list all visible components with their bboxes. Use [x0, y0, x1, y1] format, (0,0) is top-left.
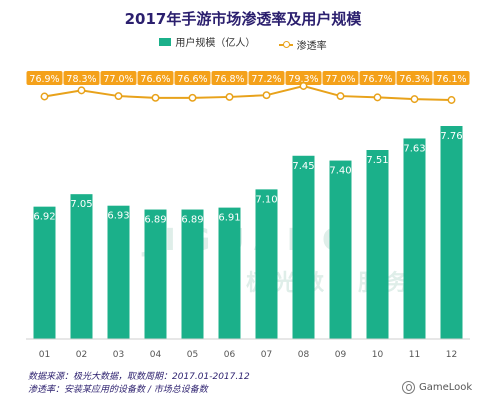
- bar-06: [218, 207, 241, 339]
- line-label-08: 79.3%: [288, 74, 318, 85]
- chart-title: 2017年手游市场渗透率及用户规模: [124, 10, 362, 28]
- watermark-text: JIGUANG: [141, 223, 356, 258]
- x-tick-07: 07: [261, 350, 272, 360]
- footnote-definition-line: 渗透率：安装某应用的设备数 / 市场总设备数: [28, 385, 208, 395]
- x-tick-10: 10: [372, 350, 384, 360]
- footnote: 数据来源：极光大数据，取数周期：2017.01-2017.12 渗透率：安装某应…: [28, 371, 250, 397]
- bar-label-02: 7.05: [70, 199, 92, 210]
- bar-label-10: 7.51: [366, 155, 388, 166]
- line-label-11: 76.3%: [399, 74, 429, 85]
- penetration-line: [44, 84, 452, 101]
- bar-12: [440, 126, 463, 339]
- bar-03: [107, 205, 130, 339]
- bar-label-12: 7.76: [440, 131, 462, 142]
- legend: 用户规模（亿人） 渗透率: [0, 34, 486, 52]
- bar-label-05: 6.89: [181, 215, 203, 226]
- line-point-07: [262, 91, 271, 100]
- bar-label-03: 6.93: [107, 211, 129, 222]
- x-tick-01: 01: [39, 350, 50, 360]
- line-point-03: [114, 92, 123, 101]
- x-tick-06: 06: [224, 350, 236, 360]
- bar-label-06: 6.91: [218, 213, 240, 224]
- bar-10: [366, 150, 389, 339]
- line-label-box-09: [322, 71, 359, 85]
- bar-label-01: 6.92: [33, 212, 55, 223]
- x-tick-08: 08: [298, 350, 310, 360]
- bar-label-07: 7.10: [255, 194, 277, 205]
- bar-label-04: 6.89: [144, 215, 166, 226]
- line-label-04: 76.6%: [140, 74, 170, 85]
- line-point-11: [410, 95, 419, 104]
- line-label-06: 76.8%: [214, 74, 244, 85]
- line-label-box-08: [285, 71, 322, 85]
- line-label-box-10: [359, 71, 396, 85]
- bar-label-09: 7.40: [329, 166, 351, 177]
- x-tick-05: 05: [187, 350, 198, 360]
- legend-swatch-bar: [159, 37, 172, 46]
- line-point-12: [447, 96, 456, 104]
- bar-05: [181, 209, 204, 339]
- bar-02: [70, 194, 93, 339]
- line-point-01: [40, 92, 49, 101]
- line-point-10: [373, 93, 382, 102]
- x-tick-03: 03: [113, 350, 124, 360]
- line-label-10: 76.7%: [362, 74, 392, 85]
- line-label-09: 77.0%: [325, 74, 355, 85]
- line-label-01: 76.9%: [29, 74, 59, 85]
- line-label-box-03: [100, 71, 137, 85]
- line-point-09: [336, 92, 345, 101]
- legend-swatch-line: [278, 40, 293, 48]
- bar-11: [403, 138, 426, 339]
- bar-04: [144, 209, 167, 339]
- source-credit: GameLook: [402, 381, 472, 394]
- legend-item-line: 渗透率: [278, 37, 327, 52]
- line-label-02: 78.3%: [66, 74, 96, 85]
- x-tick-04: 04: [150, 350, 162, 360]
- x-tick-11: 11: [409, 350, 420, 360]
- line-point-06: [225, 92, 234, 101]
- footnote-source-line: 数据来源：极光大数据，取数周期：2017.01-2017.12: [28, 372, 250, 382]
- line-label-07: 77.2%: [251, 74, 281, 85]
- line-label-03: 77.0%: [103, 74, 133, 85]
- bar-label-11: 7.63: [403, 143, 425, 154]
- legend-label-line: 渗透率: [296, 41, 327, 52]
- line-point-08: [299, 82, 308, 90]
- gamelook-logo-icon: [402, 381, 415, 394]
- legend-item-bar: 用户规模（亿人）: [159, 34, 255, 49]
- legend-label-bar: 用户规模（亿人）: [175, 38, 256, 49]
- line-label-05: 76.6%: [177, 74, 207, 85]
- source-label: GameLook: [419, 382, 473, 393]
- line-label-box-01: [26, 71, 63, 85]
- line-label-box-07: [248, 71, 285, 85]
- line-label-box-06: [211, 71, 248, 85]
- bar-label-08: 7.45: [292, 161, 314, 172]
- x-tick-09: 09: [335, 350, 347, 360]
- bar-07: [255, 189, 278, 339]
- line-label-box-12: [433, 71, 470, 85]
- line-point-04: [151, 93, 160, 102]
- bar-09: [329, 160, 352, 339]
- line-point-05: [188, 93, 197, 102]
- line-point-02: [77, 86, 86, 95]
- bar-01: [33, 206, 56, 339]
- x-tick-02: 02: [76, 350, 87, 360]
- x-tick-12: 12: [446, 350, 457, 360]
- line-label-box-02: [63, 71, 100, 85]
- bar-08: [292, 155, 315, 339]
- line-label-12: 76.1%: [436, 74, 466, 85]
- line-label-box-05: [174, 71, 211, 85]
- line-label-box-04: [137, 71, 174, 85]
- line-label-box-11: [396, 71, 433, 85]
